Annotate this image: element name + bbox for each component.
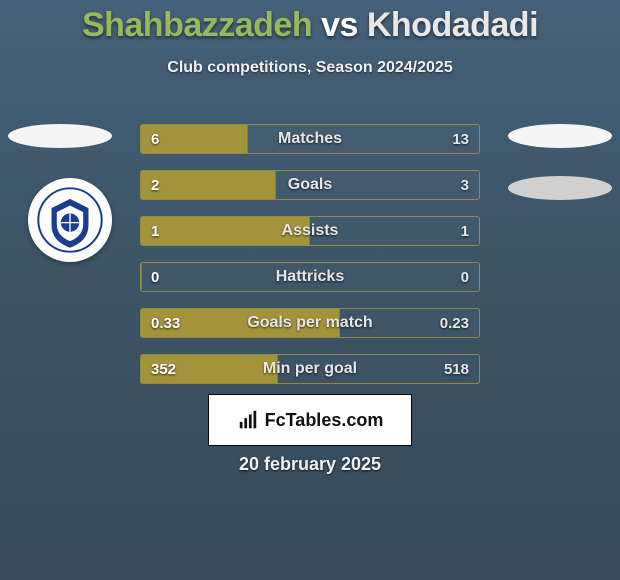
stat-label: Hattricks: [141, 263, 479, 291]
player2-pill-mid: [508, 176, 612, 200]
stat-row: 0 0Hattricks: [140, 262, 480, 292]
date-text: 20 february 2025: [0, 454, 620, 475]
chart-icon: [237, 409, 259, 431]
stat-row: 11Assists: [140, 216, 480, 246]
player1-club-badge: [28, 178, 112, 262]
stat-bar-fill: [141, 125, 248, 153]
stat-value-right: 13: [452, 125, 469, 153]
player1-name: Shahbazzadeh: [82, 6, 312, 44]
comparison-bars: 613Matches 23Goals 11Assists 0 0Hattricks 0.3…: [140, 124, 480, 400]
stat-value-right: 3: [461, 171, 469, 199]
subtitle: Club competitions, Season 2024/2025: [0, 59, 620, 77]
stat-bar-fill: [141, 355, 278, 383]
stat-value-right: 1: [461, 217, 469, 245]
stat-value-right: 0: [461, 263, 469, 291]
stat-bar-fill: [141, 217, 310, 245]
brand-text: FcTables.com: [265, 410, 384, 431]
brand-box: FcTables.com: [208, 394, 412, 446]
stat-row: 23Goals: [140, 170, 480, 200]
stat-bar-fill: [141, 309, 340, 337]
page-title: Shahbazzadeh vs Khodadadi: [0, 0, 620, 45]
player1-pill-top: [8, 124, 112, 148]
player2-pill-top: [508, 124, 612, 148]
stat-row: 613Matches: [140, 124, 480, 154]
stat-bar-fill: [141, 263, 142, 291]
stat-value-right: 518: [444, 355, 469, 383]
stat-value-right: 0.23: [440, 309, 469, 337]
stat-bar-fill: [141, 171, 276, 199]
player2-name: Khodadadi: [367, 6, 538, 44]
stat-value-left: 0: [151, 263, 159, 291]
stat-row: 0.330.23Goals per match: [140, 308, 480, 338]
vs-text: vs: [321, 6, 358, 44]
club-crest-icon: [37, 187, 103, 253]
stat-row: 352518Min per goal: [140, 354, 480, 384]
